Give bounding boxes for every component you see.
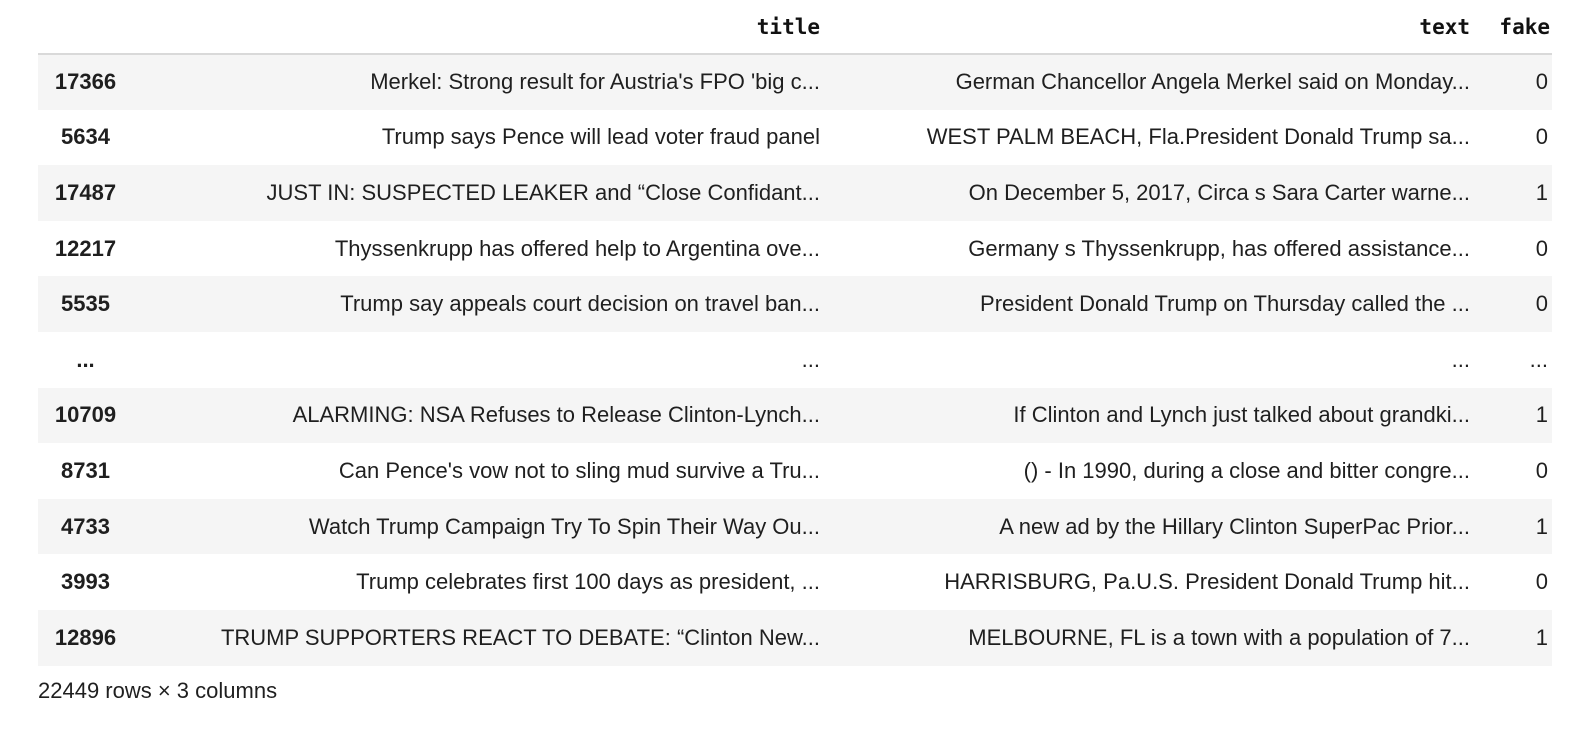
cell-fake: 0: [1535, 291, 1548, 317]
cell-title: ...: [801, 346, 820, 372]
cell-title: Trump celebrates first 100 days as presi…: [356, 569, 820, 595]
row-index: 3993: [61, 569, 110, 595]
table-row: 8731 Can Pence's vow not to sling mud sur…: [38, 443, 1552, 499]
cell-title: Thyssenkrupp has offered help to Argenti…: [334, 235, 820, 261]
cell-text: Germany s Thyssenkrupp, has offered assi…: [968, 235, 1470, 261]
row-index: 5535: [61, 291, 110, 317]
cell-fake: ...: [1529, 346, 1548, 372]
cell-fake: 0: [1535, 124, 1548, 150]
row-index: 12217: [54, 235, 117, 261]
row-index: 5634: [61, 124, 110, 150]
table-row: 10709 ALARMING: NSA Refuses to Release Cl…: [38, 387, 1552, 444]
cell-fake: 1: [1535, 624, 1548, 650]
cell-text: If Clinton and Lynch just talked about g…: [1013, 402, 1470, 428]
table-row: 12217 Thyssenkrupp has offered help to Ar…: [38, 220, 1552, 277]
cell-title: ALARMING: NSA Refuses to Release Clinton…: [292, 402, 820, 428]
row-index: 17487: [54, 179, 117, 205]
header-row: title text fake: [38, 0, 1552, 55]
cell-fake: 1: [1535, 179, 1548, 205]
cell-fake: 1: [1535, 513, 1548, 539]
cell-title: Merkel: Strong result for Austria's FPO …: [370, 69, 820, 95]
dataframe-output: title text fake 17366 Merkel: Strong resu…: [38, 0, 1552, 666]
cell-text: () - In 1990, during a close and bitter …: [1023, 457, 1470, 483]
table-row: 5634 Trump says Pence will lead voter fra…: [38, 109, 1552, 166]
cell-text: ...: [1451, 346, 1470, 372]
cell-title: Trump says Pence will lead voter fraud p…: [381, 124, 820, 150]
cell-title: Can Pence's vow not to sling mud survive…: [338, 457, 820, 483]
row-index: 4733: [61, 513, 110, 539]
table-header: title text fake: [38, 0, 1552, 55]
cell-text: A new ad by the Hillary Clinton SuperPac…: [999, 513, 1470, 539]
table-row: ............: [38, 331, 1552, 388]
dataframe-shape: 22449 rows × 3 columns: [38, 678, 278, 703]
cell-text: President Donald Trump on Thursday calle…: [980, 291, 1470, 317]
cell-text: MELBOURNE, FL is a town with a populatio…: [968, 624, 1470, 650]
cell-fake: 0: [1535, 569, 1548, 595]
cell-title: TRUMP SUPPORTERS REACT TO DEBATE: “Clint…: [220, 624, 820, 650]
column-header-text: text: [833, 0, 1483, 55]
cell-text: On December 5, 2017, Circa s Sara Carter…: [968, 179, 1470, 205]
cell-title: Trump say appeals court decision on trav…: [340, 291, 820, 317]
cell-text: German Chancellor Angela Merkel said on …: [955, 69, 1470, 95]
index-header: [38, 0, 133, 55]
column-header-fake: fake: [1483, 0, 1552, 55]
column-header-title: title: [133, 0, 833, 55]
row-index: 8731: [61, 457, 110, 483]
cell-fake: 0: [1535, 235, 1548, 261]
table-row: 4733 Watch Trump Campaign Try To Spin The…: [38, 498, 1552, 555]
row-index: 12896: [54, 624, 117, 650]
table-row: 3993 Trump celebrates first 100 days as p…: [38, 554, 1552, 610]
cell-fake: 0: [1535, 457, 1548, 483]
table-body: 17366 Merkel: Strong result for Austria's…: [38, 54, 1552, 666]
cell-text: WEST PALM BEACH, Fla.President Donald Tr…: [926, 124, 1470, 150]
dataframe-table: title text fake 17366 Merkel: Strong resu…: [38, 0, 1552, 666]
table-row: 17487 JUST IN: SUSPECTED LEAKER and “Clos…: [38, 165, 1552, 221]
cell-fake: 0: [1535, 69, 1548, 95]
row-index: 17366: [54, 69, 117, 95]
cell-title: Watch Trump Campaign Try To Spin Their W…: [308, 513, 820, 539]
table-row: 12896 TRUMP SUPPORTERS REACT TO DEBATE: “…: [38, 609, 1552, 666]
row-index: ...: [76, 346, 95, 372]
table-row: 5535 Trump say appeals court decision on …: [38, 276, 1552, 332]
table-row: 17366 Merkel: Strong result for Austria's…: [38, 54, 1552, 110]
cell-fake: 1: [1535, 402, 1548, 428]
cell-title: JUST IN: SUSPECTED LEAKER and “Close Con…: [266, 179, 820, 205]
cell-text: HARRISBURG, Pa.U.S. President Donald Tru…: [944, 569, 1470, 595]
row-index: 10709: [54, 402, 117, 428]
